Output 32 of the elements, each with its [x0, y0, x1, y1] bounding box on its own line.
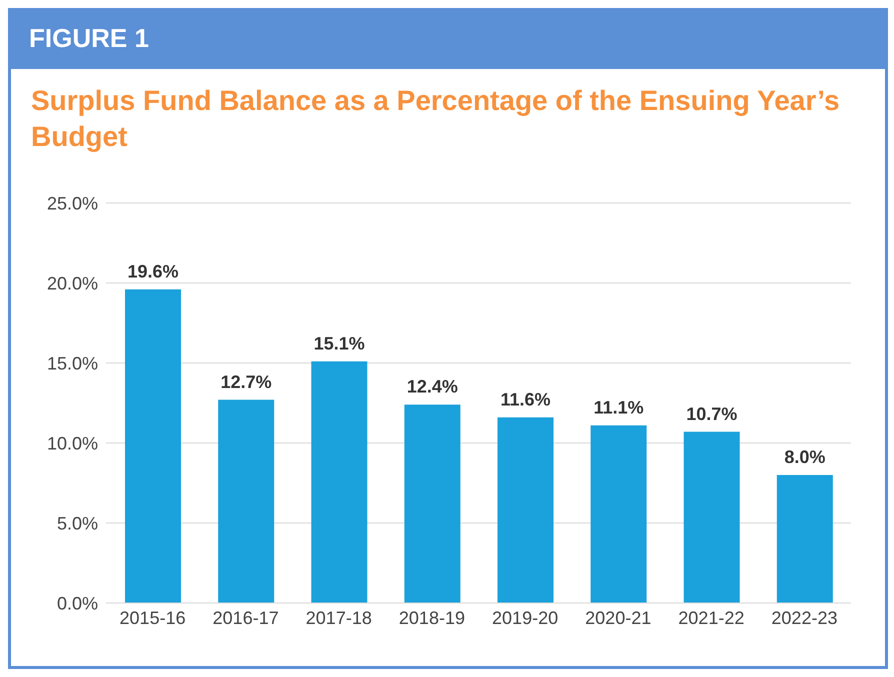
- bar: [404, 404, 460, 603]
- bar: [218, 400, 274, 603]
- bar: [590, 425, 647, 603]
- data-label: 12.7%: [220, 372, 272, 392]
- y-tick-label: 0.0%: [56, 593, 98, 614]
- caption: FIGURE 1: [29, 23, 149, 53]
- y-tick-label: 20.0%: [46, 273, 98, 294]
- bar: [776, 475, 833, 603]
- x-tick-label: 2019-20: [492, 608, 558, 628]
- x-tick-label: 2020-21: [585, 608, 652, 628]
- x-tick-label: 2018-19: [398, 608, 465, 628]
- bar: [498, 417, 554, 603]
- y-tick-label: 25.0%: [46, 193, 98, 214]
- chart-title: Surplus Fund Balance as a Percentage of the Ensuing Year’s Budget: [30, 84, 841, 154]
- data-label: 19.6%: [127, 261, 179, 282]
- x-tick-label: 2017-18: [306, 608, 372, 628]
- bar: [684, 432, 740, 603]
- data-label: 12.4%: [406, 376, 458, 397]
- x-tick-label: 2016-17: [212, 608, 279, 628]
- bar: [125, 289, 181, 603]
- data-label: 11.6%: [500, 389, 551, 410]
- x-tick-label: 2021-22: [678, 608, 744, 628]
- bar: [311, 361, 368, 603]
- y-tick-label: 10.0%: [46, 433, 98, 454]
- data-label: 8.0%: [784, 447, 826, 467]
- y-tick-label: 15.0%: [46, 353, 98, 374]
- data-label: 10.7%: [686, 404, 738, 424]
- data-label: 15.1%: [314, 333, 365, 354]
- y-tick-label: 5.0%: [56, 513, 98, 534]
- x-tick-label: 2022-23: [771, 608, 838, 628]
- data-label: 11.1%: [594, 397, 644, 418]
- x-tick-label: 2015-16: [120, 608, 186, 628]
